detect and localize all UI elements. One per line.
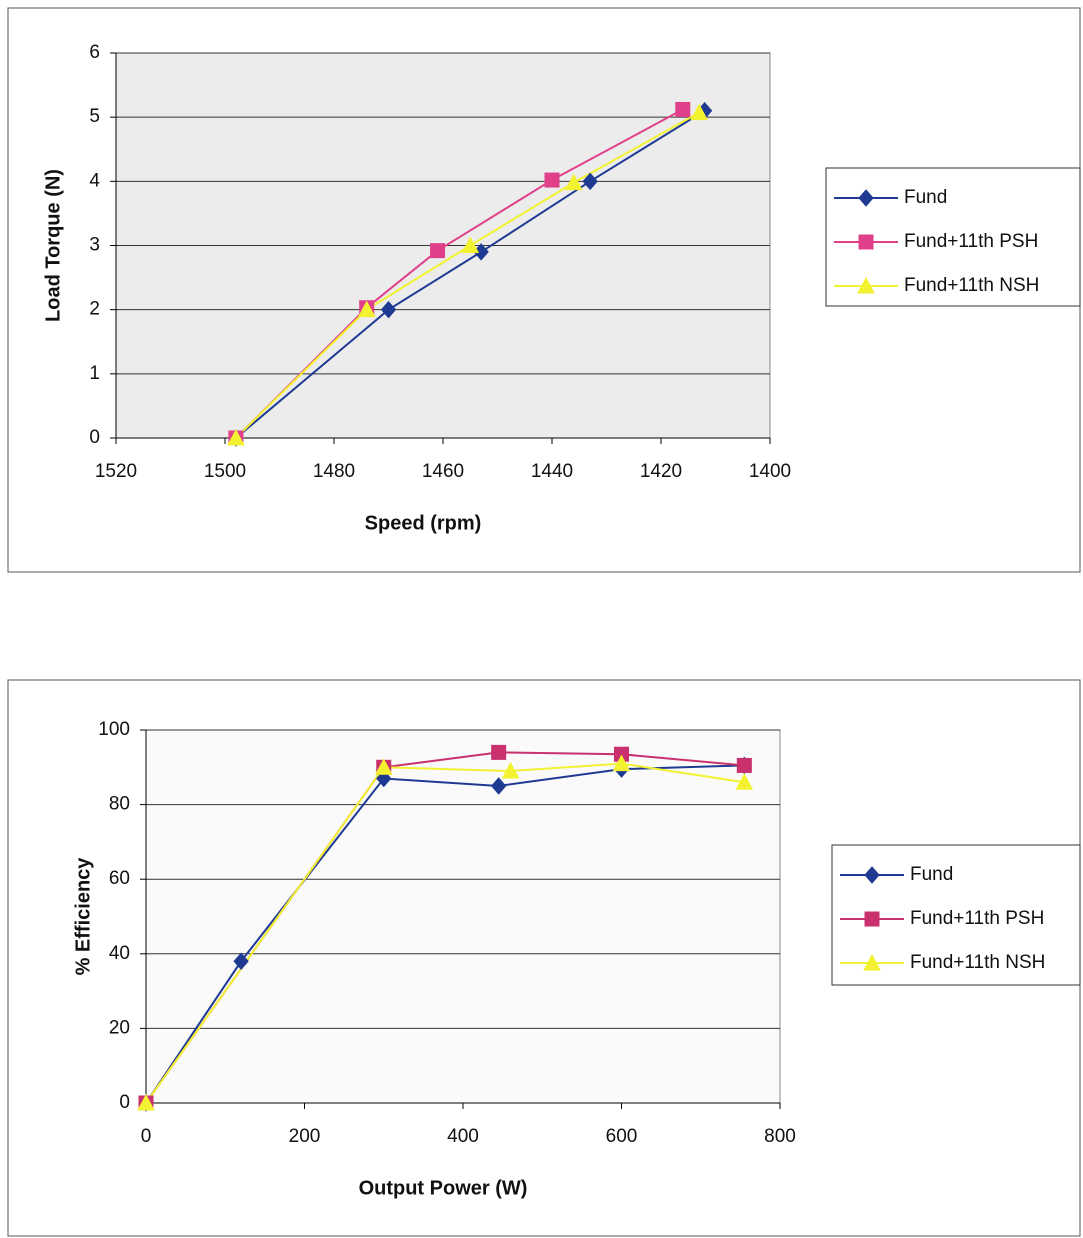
- x-tick-label: 1400: [749, 461, 791, 482]
- data-point: [490, 777, 507, 795]
- legend-label: Fund+11th NSH: [910, 952, 1045, 973]
- data-point: [690, 103, 708, 121]
- x-tick-label: 0: [141, 1126, 152, 1147]
- y-tick-label: 100: [98, 719, 130, 740]
- legend-marker: [863, 953, 881, 971]
- x-axis-title: Speed (rpm): [365, 512, 482, 534]
- y-tick-label: 4: [89, 170, 100, 191]
- y-tick-label: 0: [89, 427, 100, 448]
- legend-label: Fund: [904, 187, 947, 208]
- data-point: [461, 236, 480, 253]
- y-tick-label: 80: [109, 794, 130, 815]
- legend-marker: [864, 911, 880, 927]
- legend-label: Fund+11th NSH: [904, 275, 1039, 296]
- x-tick-label: 600: [606, 1126, 638, 1147]
- data-point: [582, 172, 598, 191]
- data-point: [357, 300, 376, 318]
- x-axis-title: Output Power (W): [359, 1177, 528, 1199]
- data-point: [736, 757, 752, 773]
- x-tick-label: 800: [764, 1126, 796, 1147]
- data-point: [137, 1093, 155, 1111]
- data-point: [491, 744, 507, 760]
- x-tick-label: 1520: [95, 461, 137, 482]
- data-point: [430, 243, 446, 259]
- series-line: [145, 764, 745, 1104]
- data-point: [612, 754, 631, 772]
- data-point: [501, 761, 520, 779]
- y-tick-label: 1: [89, 363, 100, 384]
- y-tick-label: 20: [109, 1017, 130, 1038]
- legend-label: Fund: [910, 864, 953, 885]
- legend-marker: [858, 189, 874, 207]
- data-point: [380, 300, 397, 319]
- x-tick-label: 1500: [204, 461, 246, 482]
- x-tick-label: 400: [447, 1126, 479, 1147]
- y-tick-label: 40: [109, 943, 130, 964]
- x-tick-label: 1420: [640, 461, 682, 482]
- y-axis-title: Load Torque (N): [42, 169, 64, 322]
- x-tick-label: 200: [289, 1126, 321, 1147]
- data-point: [675, 101, 691, 117]
- y-axis-title: % Efficiency: [72, 857, 94, 976]
- x-tick-label: 1480: [313, 461, 355, 482]
- y-tick-label: 60: [109, 868, 130, 889]
- y-tick-label: 0: [119, 1092, 130, 1113]
- legend-label: Fund+11th PSH: [904, 231, 1038, 252]
- data-point: [374, 758, 393, 775]
- legend-marker: [864, 866, 880, 884]
- legend-label: Fund+11th PSH: [910, 908, 1044, 929]
- y-tick-label: 5: [89, 106, 100, 127]
- data-point: [233, 952, 249, 971]
- x-tick-label: 1440: [531, 461, 573, 482]
- x-tick-label: 1460: [422, 461, 464, 482]
- legend-marker: [857, 276, 875, 294]
- data-point: [227, 428, 245, 446]
- data-point: [564, 173, 583, 191]
- y-tick-label: 2: [89, 299, 100, 320]
- plot-area: [145, 729, 781, 1104]
- legend-marker: [858, 234, 874, 250]
- data-point: [735, 773, 754, 790]
- data-point: [544, 172, 560, 188]
- y-tick-label: 3: [89, 235, 100, 256]
- y-tick-label: 6: [89, 42, 100, 63]
